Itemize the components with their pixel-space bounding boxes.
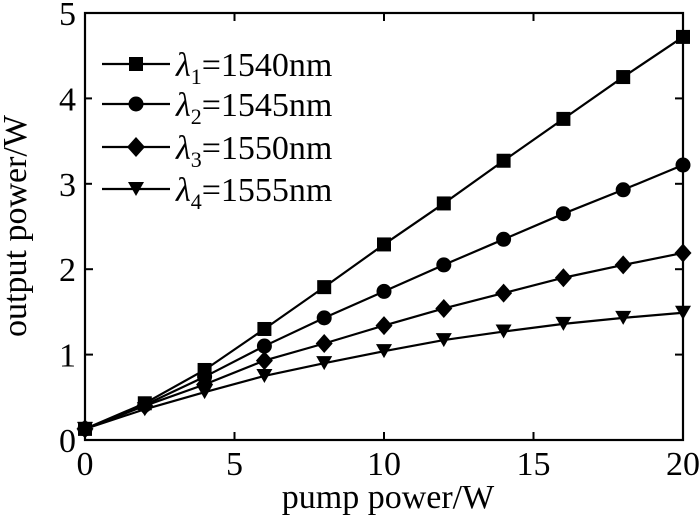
legend-entry-3: λ3=1550nm (102, 130, 332, 172)
legend-label-1: λ1=1540nm (175, 47, 332, 89)
x-tick-label: 15 (517, 446, 551, 483)
data-point (614, 255, 632, 275)
x-tick-label: 20 (666, 446, 700, 483)
x-tick-label: 5 (226, 446, 243, 483)
data-point (436, 257, 452, 273)
series-3 (76, 243, 692, 439)
legend-marker-diamond (127, 137, 145, 157)
legend-entry-1: λ1=1540nm (102, 47, 332, 89)
legend-marker-circle (128, 96, 144, 112)
data-point (555, 316, 572, 331)
x-axis-label: pump power/W (282, 479, 495, 516)
data-point (317, 280, 332, 295)
y-axis-label: output power/W (0, 114, 34, 337)
legend-entry-2: λ2=1545nm (102, 87, 332, 129)
x-tick-label: 0 (77, 446, 94, 483)
data-point (616, 70, 631, 85)
data-point (435, 333, 452, 348)
legend-label-4: λ4=1555nm (175, 172, 332, 214)
data-point (495, 324, 512, 339)
data-point (555, 206, 571, 222)
y-tick-label: 0 (59, 423, 76, 460)
data-point (495, 283, 513, 303)
data-point (675, 305, 691, 320)
data-point (196, 385, 213, 400)
legend-label-3: λ3=1550nm (175, 130, 332, 172)
y-tick-label: 3 (59, 167, 76, 204)
x-tick-label: 10 (367, 446, 401, 483)
data-point (675, 157, 691, 173)
data-point (436, 196, 451, 211)
legend-entry-4: λ4=1555nm (102, 172, 332, 214)
legend-marker-triangle-down (128, 182, 144, 196)
data-point (376, 344, 392, 359)
legend-marker-square (129, 57, 143, 71)
data-point (316, 310, 332, 326)
data-point (676, 29, 690, 44)
data-point (674, 243, 692, 263)
series-4 (77, 305, 691, 436)
data-point (375, 316, 393, 336)
y-tick-label: 5 (59, 0, 76, 33)
data-point (435, 298, 453, 318)
data-point (556, 111, 571, 126)
data-point (315, 333, 333, 353)
y-tick-label: 4 (59, 81, 76, 118)
data-point (255, 351, 273, 371)
data-point (376, 283, 392, 299)
data-point (77, 421, 93, 436)
data-point (615, 310, 632, 325)
data-point (496, 231, 512, 247)
data-point (136, 402, 153, 417)
data-point (256, 368, 273, 383)
y-tick-label: 2 (59, 252, 76, 289)
y-tick-label: 1 (59, 338, 76, 375)
data-point (257, 321, 272, 336)
data-point (316, 356, 333, 371)
legend: λ1=1540nm λ2=1545nm λ3=1550nm λ4=1555nm (92, 27, 368, 214)
data-point (554, 268, 572, 288)
legend-label-2: λ2=1545nm (175, 87, 332, 129)
data-point (377, 237, 391, 252)
data-point (256, 338, 272, 354)
data-point (496, 153, 511, 168)
data-point (615, 182, 631, 198)
